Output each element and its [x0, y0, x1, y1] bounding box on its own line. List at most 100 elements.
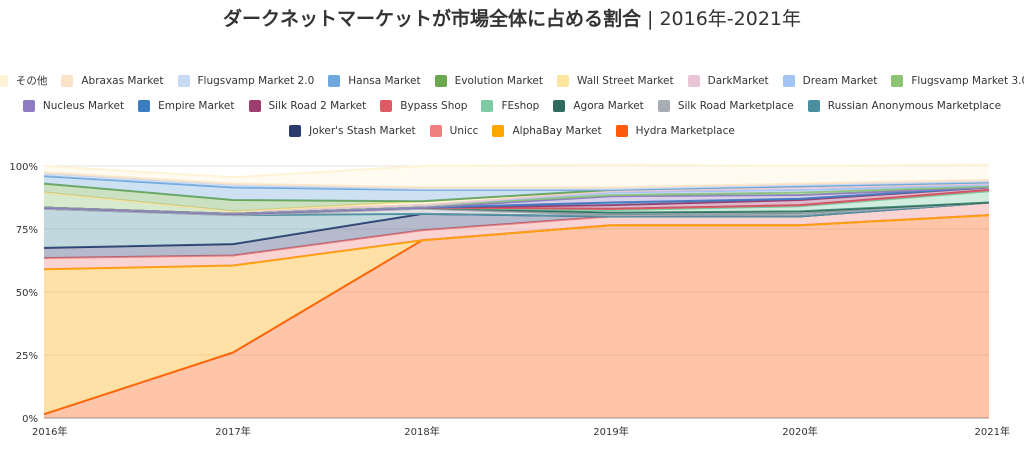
- legend-swatch: [687, 74, 700, 87]
- legend-label: Hydra Marketplace: [635, 124, 735, 137]
- area-joker-s-stash-market[interactable]: [44, 202, 989, 259]
- line-alphabay-market[interactable]: [43, 214, 990, 271]
- legend-swatch: [492, 124, 505, 137]
- chart-title-sub: 2016年-2021年: [659, 8, 802, 30]
- legend-swatch: [556, 74, 569, 87]
- legend-label: Russian Anonymous Marketplace: [827, 99, 1002, 112]
- legend-label: Unicc: [449, 124, 479, 137]
- series-silk-road-marketplace[interactable]: [43, 201, 990, 217]
- area-silk-road-marketplace[interactable]: [44, 202, 989, 217]
- legend-item-nucleus-market[interactable]: Nucleus Market: [22, 99, 125, 112]
- legend-label: その他: [15, 75, 48, 87]
- chart-title: ダークネットマーケットが市場全体に占める割合 | 2016年-2021年: [0, 4, 1024, 31]
- legend-item-flugsvamp-market-2-0[interactable]: Flugsvamp Market 2.0: [177, 74, 315, 87]
- legend-item-hydra-marketplace[interactable]: Hydra Marketplace: [615, 124, 735, 137]
- x-tick-label: 2016年: [32, 425, 67, 438]
- legend-label: Joker's Stash Market: [309, 124, 416, 137]
- legend-item-bypass-shop[interactable]: Bypass Shop: [380, 99, 467, 112]
- legend-label: Silk Road Marketplace: [677, 99, 794, 112]
- legend-label: AlphaBay Market: [512, 124, 602, 137]
- legend-item-empire-market[interactable]: Empire Market: [138, 99, 235, 112]
- legend-swatch: [380, 99, 393, 112]
- legend-item-joker-s-stash-market[interactable]: Joker's Stash Market: [289, 124, 416, 137]
- legend-item-hansa-market[interactable]: Hansa Market: [328, 74, 421, 87]
- legend-label: Agora Market: [573, 99, 644, 112]
- legend-item-flugsvamp-market-3-0[interactable]: Flugsvamp Market 3.0: [891, 74, 1024, 87]
- legend-item-alphabay-market[interactable]: AlphaBay Market: [492, 124, 602, 137]
- legend-item-other[interactable]: その他: [0, 73, 47, 88]
- line-flugsvamp-market-2-0[interactable]: [43, 172, 990, 190]
- legend-swatch: [248, 99, 261, 112]
- series-hansa-market[interactable]: [43, 175, 990, 202]
- line-nucleus-market[interactable]: [43, 186, 990, 215]
- legend-swatch: [0, 74, 8, 87]
- y-tick-label: 50%: [16, 288, 38, 299]
- area-russian-anonymous-marketplace[interactable]: [44, 202, 989, 248]
- area-other[interactable]: [44, 164, 989, 188]
- series-other[interactable]: [43, 163, 990, 188]
- series-flugsvamp-market-2-0[interactable]: [43, 172, 990, 190]
- x-tick-label: 2020年: [782, 425, 817, 438]
- y-tick-label: 25%: [16, 351, 38, 362]
- legend-item-abraxas-market[interactable]: Abraxas Market: [61, 74, 164, 87]
- series-abraxas-market[interactable]: [43, 171, 990, 189]
- legend-item-darkmarket[interactable]: DarkMarket: [687, 74, 769, 87]
- legend-row: その他 Abraxas Market Flugsvamp Market 2.0 Han…: [0, 68, 1024, 93]
- line-hansa-market[interactable]: [43, 175, 990, 191]
- area-hydra-marketplace[interactable]: [44, 215, 989, 418]
- legend-swatch: [782, 74, 795, 87]
- legend-swatch: [22, 99, 35, 112]
- legend-label: DarkMarket: [707, 74, 769, 87]
- area-hansa-market[interactable]: [44, 176, 989, 202]
- stacked-areas: [43, 163, 990, 418]
- legend-swatch: [657, 99, 670, 112]
- legend-item-silk-road-marketplace[interactable]: Silk Road Marketplace: [657, 99, 794, 112]
- area-unicc[interactable]: [44, 202, 989, 270]
- area-evolution-market[interactable]: [44, 182, 989, 212]
- legend-swatch: [553, 99, 566, 112]
- chart-title-main: ダークネットマーケットが市場全体に占める割合: [222, 8, 641, 30]
- line-other[interactable]: [43, 163, 990, 179]
- legend-row: Joker's Stash Market Unicc AlphaBay Market…: [0, 118, 1024, 143]
- legend-swatch: [615, 124, 628, 137]
- area-wall-street-market[interactable]: [44, 182, 989, 212]
- legend-swatch: [891, 74, 904, 87]
- chart-title-separator: |: [640, 8, 660, 30]
- x-tick-label: 2019年: [593, 425, 628, 438]
- x-tick-label: 2018年: [404, 425, 439, 438]
- x-tick-label: 2021年: [975, 425, 1010, 438]
- legend: その他 Abraxas Market Flugsvamp Market 2.0 Han…: [0, 68, 1024, 143]
- y-tick-label: 100%: [9, 162, 38, 173]
- legend-item-agora-market[interactable]: Agora Market: [553, 99, 644, 112]
- series-nucleus-market[interactable]: [43, 186, 990, 215]
- area-alphabay-market[interactable]: [44, 215, 989, 415]
- legend-label: Abraxas Market: [81, 74, 164, 87]
- legend-item-unicc[interactable]: Unicc: [429, 124, 479, 137]
- legend-label: Flugsvamp Market 3.0: [911, 74, 1024, 87]
- legend-swatch: [138, 99, 151, 112]
- legend-swatch: [429, 124, 442, 137]
- legend-label: Wall Street Market: [576, 74, 674, 87]
- legend-swatch: [289, 124, 302, 137]
- x-tick-label: 2017年: [215, 425, 250, 438]
- legend-item-feshop[interactable]: FEshop: [481, 99, 540, 112]
- legend-swatch: [481, 99, 494, 112]
- legend-item-russian-anonymous-marketplace[interactable]: Russian Anonymous Marketplace: [807, 99, 1002, 112]
- legend-item-wall-street-market[interactable]: Wall Street Market: [556, 74, 674, 87]
- line-abraxas-market[interactable]: [43, 171, 990, 189]
- legend-item-evolution-market[interactable]: Evolution Market: [434, 74, 543, 87]
- legend-label: Nucleus Market: [42, 99, 125, 112]
- y-tick-label: 0%: [22, 414, 38, 425]
- line-silk-road-marketplace[interactable]: [43, 201, 990, 217]
- y-tick-label: 75%: [16, 225, 38, 236]
- legend-item-dream-market[interactable]: Dream Market: [782, 74, 878, 87]
- series-alphabay-market[interactable]: [43, 214, 990, 415]
- legend-label: FEshop: [501, 99, 540, 112]
- legend-swatch: [177, 74, 190, 87]
- legend-item-silk-road-2-market[interactable]: Silk Road 2 Market: [248, 99, 366, 112]
- legend-label: Flugsvamp Market 2.0: [197, 74, 315, 87]
- legend-label: Evolution Market: [454, 74, 543, 87]
- legend-label: Dream Market: [802, 74, 878, 87]
- legend-row: Nucleus Market Empire Market Silk Road 2 M…: [0, 93, 1024, 118]
